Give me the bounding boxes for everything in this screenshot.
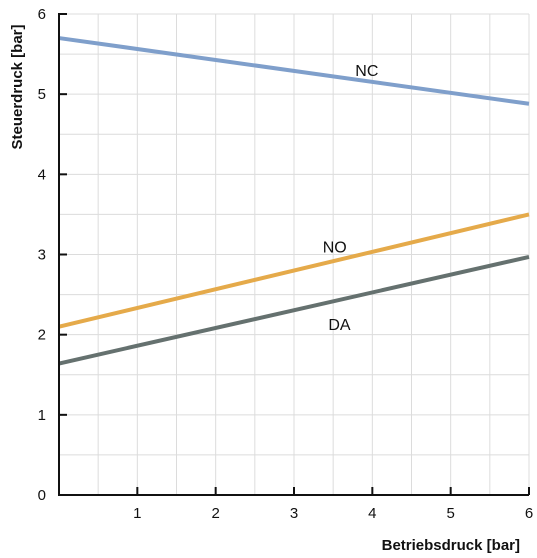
x-tick-label: 4: [368, 505, 376, 522]
labels: 1 2 3 4 5 6 0 1 2 3 4 5 6 NC NO DA: [38, 6, 534, 522]
series-label-no: NO: [323, 239, 347, 256]
axes: [58, 13, 530, 496]
y-tick-label: 0: [38, 487, 46, 504]
y-tick-label: 3: [38, 247, 46, 264]
series-label-da: DA: [328, 317, 351, 334]
series-label-nc: NC: [355, 63, 378, 80]
y-axis-title: Steuerdruck [bar]: [9, 24, 26, 149]
x-tick-label: 5: [446, 505, 454, 522]
x-tick-label: 2: [211, 505, 219, 522]
y-tick-label: 4: [38, 166, 46, 183]
y-tick-label: 5: [38, 86, 46, 103]
x-tick-label: 1: [133, 505, 141, 522]
series-line-nc: [58, 36, 530, 106]
y-tick-label: 6: [38, 6, 46, 23]
series-lines: [58, 36, 530, 366]
series-line-da: [58, 254, 530, 366]
x-tick-label: 6: [525, 505, 533, 522]
y-tick-label: 1: [38, 407, 46, 424]
y-tick-label: 2: [38, 327, 46, 344]
grid: [59, 13, 530, 495]
series-line-no: [58, 212, 530, 329]
x-axis-title: Betriebsdruck [bar]: [382, 537, 520, 554]
x-tick-label: 3: [290, 505, 298, 522]
